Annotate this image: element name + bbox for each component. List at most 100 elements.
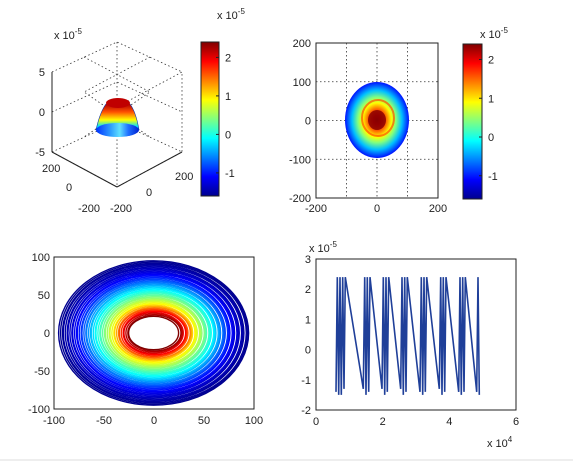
surface-box xyxy=(51,41,183,188)
surface-x-tick-label: 0 xyxy=(146,187,152,199)
contour-x-tick-label: 0 xyxy=(151,415,157,427)
contour-ring xyxy=(109,300,198,366)
timeseries-y-exponent-label: x 10-5 xyxy=(309,240,337,255)
timeseries-y-tick-label: -1 xyxy=(301,375,311,387)
timeseries-x-exponent-label: x 104 xyxy=(487,435,513,450)
contour-ring xyxy=(115,305,193,361)
contour-ring xyxy=(94,288,215,378)
surface-cone-base xyxy=(96,123,139,137)
contour-ring xyxy=(87,283,221,383)
contour-ring xyxy=(95,289,212,377)
timeseries-x-tick-label: 0 xyxy=(313,416,319,428)
colorbar-gradient xyxy=(200,41,220,197)
topview-x-tick-label: 0 xyxy=(374,203,380,215)
timeseries-tick-labels: 0 2 4 6 3 2 1 0 -1 -2 xyxy=(301,254,519,428)
contour-ring xyxy=(106,298,202,368)
colorbar-tick-label: 2 xyxy=(225,52,231,64)
timeseries-x-tick-label: 6 xyxy=(513,416,519,428)
contour-x-tick-label: 50 xyxy=(198,415,210,427)
colorbar-ticks: 2 1 0 -1 xyxy=(216,52,235,180)
contour-ring xyxy=(97,290,211,376)
colorbar-exponent-label: x 10-5 xyxy=(480,26,508,41)
contour-ring xyxy=(66,266,243,400)
contour-ring xyxy=(75,273,233,393)
contour-ring xyxy=(61,262,247,404)
timeseries-y-tick-label: -2 xyxy=(301,405,311,417)
contour-ring xyxy=(92,287,216,379)
contour-y-tick-label: 0 xyxy=(44,328,50,340)
contour-ring xyxy=(71,269,238,397)
surface-panel: x 10-5 5 0 -5 200 0 -200 -200 0 200 xyxy=(35,27,193,215)
timeseries-panel: 0 2 4 6 3 2 1 0 -1 -2 x 10-5 x 104 xyxy=(301,240,519,450)
timeseries-y-tick-label: 2 xyxy=(305,284,311,296)
contour-ring xyxy=(99,293,208,373)
contour-ring xyxy=(73,272,235,394)
timeseries-x-tick-label: 2 xyxy=(380,416,386,428)
topview-x-tick-label: 200 xyxy=(429,203,447,215)
contour-ring xyxy=(81,278,226,388)
topview-colorbar: x 10-5 2 1 0 -1 xyxy=(462,26,508,200)
contour-x-tick-label: -50 xyxy=(96,415,112,427)
surface-x-tick-label: 200 xyxy=(175,171,193,183)
contour-ring xyxy=(69,268,239,398)
contour-y-tick-label: 100 xyxy=(32,252,50,264)
surface-cone-peak xyxy=(106,98,130,108)
topview-y-tick-label: 100 xyxy=(293,77,311,89)
contour-ring xyxy=(64,265,244,401)
contour-ring xyxy=(125,313,183,353)
surface-exponent-label: x 10-5 xyxy=(54,27,82,42)
contour-x-tick-label: 100 xyxy=(245,415,263,427)
contour-ring xyxy=(103,295,205,371)
contour-y-tick-label: -50 xyxy=(34,366,50,378)
contour-tick-labels: -100 -50 0 50 100 100 50 0 -50 -100 xyxy=(28,252,263,427)
topview-y-tick-label: 0 xyxy=(305,116,311,128)
timeseries-y-tick-label: 0 xyxy=(305,345,311,357)
contour-ring xyxy=(120,309,188,357)
timeseries-y-tick-label: 3 xyxy=(305,254,311,266)
colorbar-tick-label: 1 xyxy=(225,91,231,103)
contour-ring xyxy=(76,274,231,392)
contour-ring xyxy=(99,292,210,374)
contour-ring xyxy=(71,271,236,395)
contour-ring xyxy=(113,303,196,363)
contour-ring xyxy=(85,282,222,384)
colorbar-tick-label: -1 xyxy=(488,171,498,183)
contour-ring xyxy=(90,285,217,381)
surface-y-tick-label: 0 xyxy=(66,182,72,194)
colorbar-tick-label: 2 xyxy=(488,55,494,67)
surface-colorbar: x 10-5 2 1 0 -1 xyxy=(200,7,245,197)
surface-z-tick-label: 0 xyxy=(39,107,45,119)
contour-ring xyxy=(67,267,240,399)
colorbar-gradient xyxy=(462,43,483,200)
surface-z-tick-label: 5 xyxy=(39,67,45,79)
topview-y-tick-label: -100 xyxy=(289,154,311,166)
contour-ring xyxy=(111,302,197,364)
colorbar-tick-label: -1 xyxy=(225,168,235,180)
surface-y-tick-label: 200 xyxy=(42,163,60,175)
contour-ring xyxy=(108,299,201,367)
contour-y-tick-label: -100 xyxy=(28,404,50,416)
contour-ring xyxy=(85,281,224,385)
surface-y-tick-label: -200 xyxy=(78,203,100,215)
topview-y-tick-label: -200 xyxy=(289,193,311,205)
contour-ring xyxy=(113,304,194,362)
contour-ring xyxy=(89,284,219,382)
contour-ring xyxy=(62,263,245,403)
timeseries-frame xyxy=(315,258,517,411)
contour-ring xyxy=(59,261,249,405)
contour-x-tick-label: -100 xyxy=(43,415,65,427)
colorbar-tick-label: 0 xyxy=(225,129,231,141)
colorbar-exponent-label: x 10-5 xyxy=(217,7,245,22)
colorbar-tick-label: 1 xyxy=(488,93,494,105)
topview-panel: -200 0 200 200 100 0 -100 -200 xyxy=(289,38,447,215)
contour-ring xyxy=(123,311,184,355)
contour-ring xyxy=(118,308,189,358)
timeseries-line xyxy=(335,276,481,395)
contour-ring xyxy=(101,294,207,372)
topview-x-tick-label: -200 xyxy=(305,203,327,215)
contour-panel: -100 -50 0 50 100 100 50 0 -50 -100 xyxy=(28,252,263,427)
contour-ring xyxy=(80,277,229,389)
contour-ring xyxy=(117,306,191,360)
contour-rings xyxy=(57,260,250,406)
